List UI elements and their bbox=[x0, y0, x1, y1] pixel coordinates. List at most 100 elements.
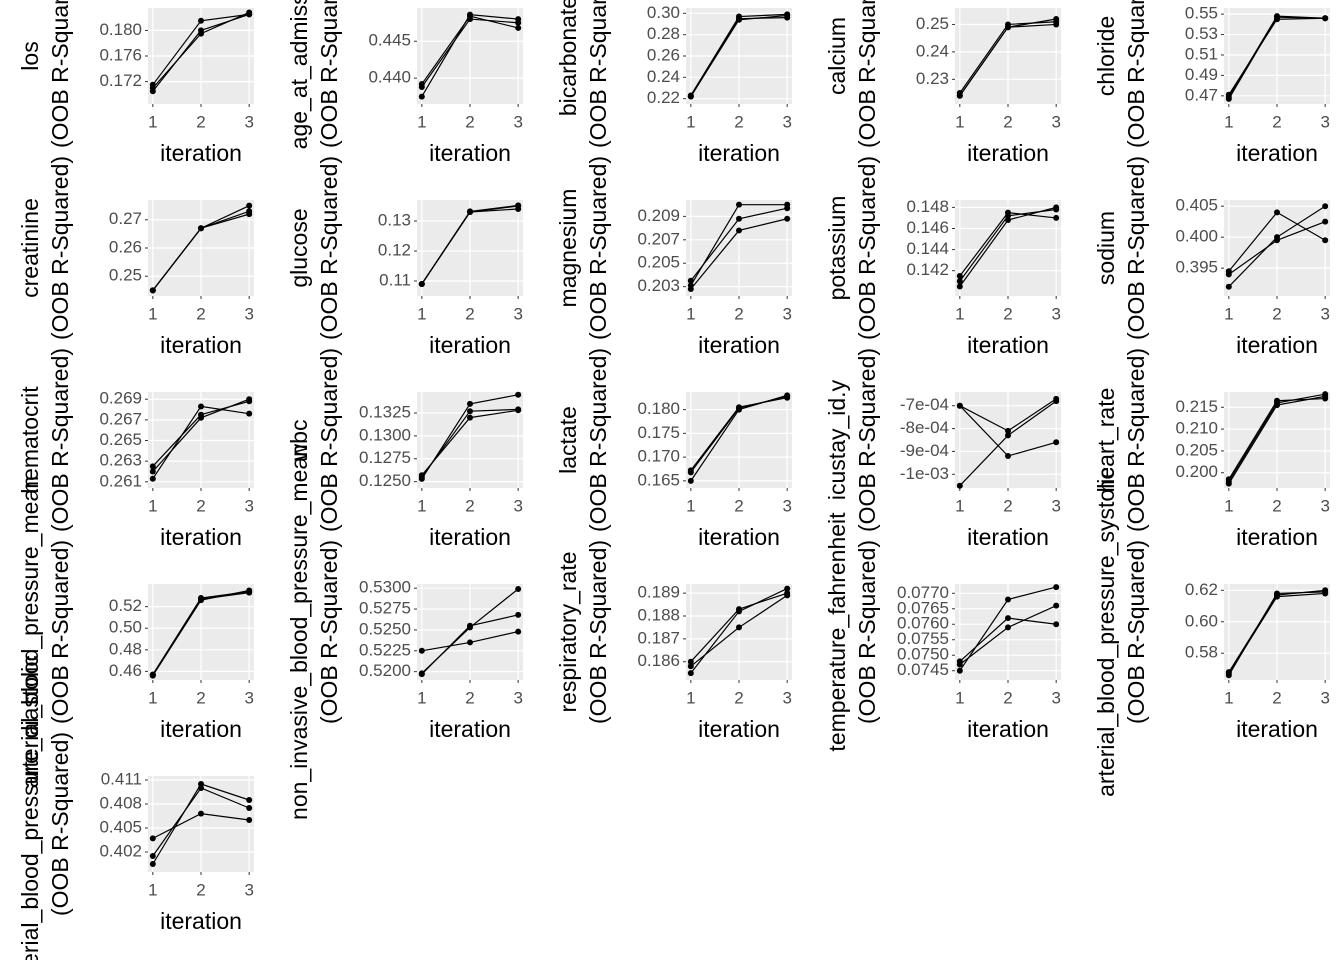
y-axis-title: arterial_blood_pressure_diastolic bbox=[17, 655, 43, 960]
data-point bbox=[956, 90, 963, 97]
data-point bbox=[1053, 602, 1060, 609]
x-tick-label: 3 bbox=[1320, 112, 1329, 131]
data-point bbox=[956, 402, 963, 409]
y-tick-label: 0.49 bbox=[1185, 65, 1218, 84]
y-tick-label: 0.402 bbox=[99, 841, 142, 860]
data-point bbox=[246, 817, 253, 823]
data-point bbox=[736, 405, 742, 412]
data-point bbox=[784, 14, 791, 21]
data-point bbox=[246, 589, 253, 596]
x-tick-label: 1 bbox=[955, 112, 964, 131]
data-point bbox=[1005, 212, 1011, 219]
y-tick-label: 0.46 bbox=[109, 661, 142, 680]
y-axis-title: (OOB R-Squared) bbox=[316, 156, 342, 340]
y-tick-label: 0.25 bbox=[109, 266, 142, 285]
y-axis-title: heart_rate bbox=[1093, 388, 1119, 493]
data-point bbox=[1225, 271, 1232, 278]
y-tick-label: 0.53 bbox=[1185, 24, 1218, 43]
data-point bbox=[246, 805, 253, 811]
data-point bbox=[687, 93, 694, 100]
y-tick-label: 0.180 bbox=[99, 20, 142, 39]
y-tick-label: 0.52 bbox=[109, 596, 142, 615]
x-tick-label: 1 bbox=[1224, 112, 1233, 131]
y-tick-label: 0.148 bbox=[906, 197, 949, 216]
y-tick-label: 0.165 bbox=[637, 470, 680, 489]
data-point bbox=[736, 624, 742, 631]
y-tick-label: 0.203 bbox=[637, 276, 680, 295]
data-point bbox=[418, 93, 425, 100]
y-tick-label: 0.5225 bbox=[359, 640, 411, 659]
data-point bbox=[198, 785, 204, 791]
data-point bbox=[198, 414, 204, 421]
x-tick-label: 1 bbox=[955, 304, 964, 323]
x-axis-title: iteration bbox=[967, 140, 1049, 166]
y-tick-label: 0.5250 bbox=[359, 619, 411, 638]
y-tick-label: 0.24 bbox=[916, 41, 949, 60]
data-point bbox=[1053, 18, 1060, 25]
y-axis-title: wbc bbox=[286, 420, 312, 462]
data-point bbox=[198, 596, 204, 603]
data-point bbox=[1225, 669, 1232, 676]
y-axis-title: bicarbonate bbox=[555, 0, 581, 116]
data-point bbox=[956, 278, 963, 285]
x-axis-title: iteration bbox=[160, 716, 242, 742]
y-tick-label: -1e-03 bbox=[900, 464, 949, 483]
y-axis-title: (OOB R-Squared) bbox=[316, 348, 342, 532]
y-axis-title: (OOB R-Squared) bbox=[47, 0, 73, 148]
data-point bbox=[515, 406, 522, 413]
y-tick-label: 0.188 bbox=[637, 605, 680, 624]
y-axis-title: (OOB R-Squared) bbox=[854, 540, 880, 724]
x-tick-label: 3 bbox=[244, 112, 253, 131]
data-point bbox=[687, 670, 694, 677]
y-tick-label: 0.0745 bbox=[897, 660, 949, 679]
data-point bbox=[1005, 615, 1011, 622]
data-point bbox=[1225, 480, 1232, 487]
y-tick-label: 0.265 bbox=[99, 430, 142, 449]
data-point bbox=[515, 628, 522, 635]
y-tick-label: 0.186 bbox=[637, 651, 680, 670]
data-point bbox=[1005, 624, 1011, 631]
x-axis-title: iteration bbox=[967, 332, 1049, 358]
y-tick-label: 0.267 bbox=[99, 409, 142, 428]
y-tick-label: 0.263 bbox=[99, 451, 142, 470]
x-tick-label: 1 bbox=[417, 112, 426, 131]
y-tick-label: 0.1250 bbox=[359, 471, 411, 490]
data-point bbox=[1322, 587, 1329, 594]
y-axis-title: (OOB R-Squared) bbox=[47, 156, 73, 340]
x-axis-title: iteration bbox=[160, 140, 242, 166]
y-axis-title: magnesium bbox=[555, 189, 581, 308]
x-tick-label: 3 bbox=[513, 496, 522, 515]
x-tick-label: 2 bbox=[1003, 304, 1012, 323]
y-tick-label: 0.209 bbox=[637, 206, 680, 225]
data-point bbox=[784, 215, 791, 222]
x-tick-label: 2 bbox=[196, 112, 205, 131]
y-axis-title: creatinine bbox=[17, 198, 43, 298]
data-point bbox=[1005, 21, 1011, 28]
x-tick-label: 3 bbox=[782, 688, 791, 707]
y-tick-label: 0.60 bbox=[1185, 611, 1218, 630]
data-point bbox=[1053, 621, 1060, 628]
y-axis-title: respiratory_rate bbox=[555, 551, 581, 712]
y-tick-label: 0.30 bbox=[647, 3, 680, 22]
y-tick-label: 0.50 bbox=[109, 618, 142, 637]
x-axis-title: iteration bbox=[429, 524, 511, 550]
x-axis-title: iteration bbox=[160, 524, 242, 550]
x-tick-label: 2 bbox=[734, 688, 743, 707]
data-point bbox=[1322, 218, 1329, 225]
data-point bbox=[1225, 283, 1232, 290]
x-axis-title: iteration bbox=[698, 716, 780, 742]
data-point bbox=[956, 667, 963, 674]
y-tick-label: 0.28 bbox=[647, 24, 680, 43]
y-axis-title: (OOB R-Squared) bbox=[316, 540, 342, 724]
x-tick-label: 1 bbox=[955, 496, 964, 515]
y-tick-label: 0.269 bbox=[99, 389, 142, 408]
x-tick-label: 2 bbox=[734, 304, 743, 323]
data-point bbox=[467, 208, 473, 215]
